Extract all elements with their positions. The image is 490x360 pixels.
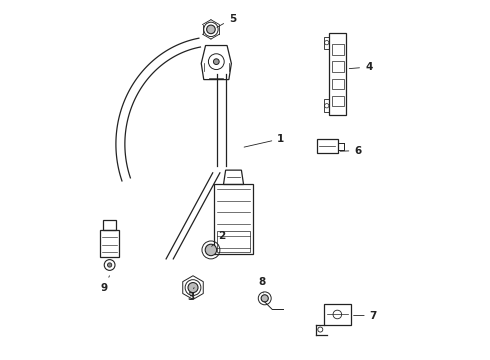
Text: 9: 9 [101, 276, 109, 293]
Bar [324, 99, 329, 112]
Circle shape [205, 244, 217, 256]
Bar [324, 304, 351, 325]
Bar [100, 230, 120, 257]
Text: 6: 6 [340, 145, 362, 156]
Bar [332, 78, 344, 89]
Bar [214, 184, 253, 255]
Bar [324, 37, 329, 49]
Text: 8: 8 [259, 277, 266, 293]
Bar [103, 220, 116, 230]
Text: 3: 3 [187, 288, 194, 302]
Text: 7: 7 [354, 311, 377, 320]
Bar [332, 96, 344, 107]
Bar [332, 61, 344, 72]
Bar [332, 44, 344, 55]
Bar [317, 139, 338, 153]
Circle shape [188, 283, 198, 293]
Text: 2: 2 [212, 231, 225, 246]
Bar [329, 33, 346, 116]
Text: 4: 4 [349, 62, 372, 72]
Circle shape [261, 295, 269, 302]
Circle shape [107, 263, 112, 267]
Bar [218, 230, 250, 252]
Circle shape [207, 25, 215, 34]
Text: 5: 5 [217, 14, 236, 27]
Text: 1: 1 [244, 134, 285, 147]
Circle shape [214, 59, 219, 64]
